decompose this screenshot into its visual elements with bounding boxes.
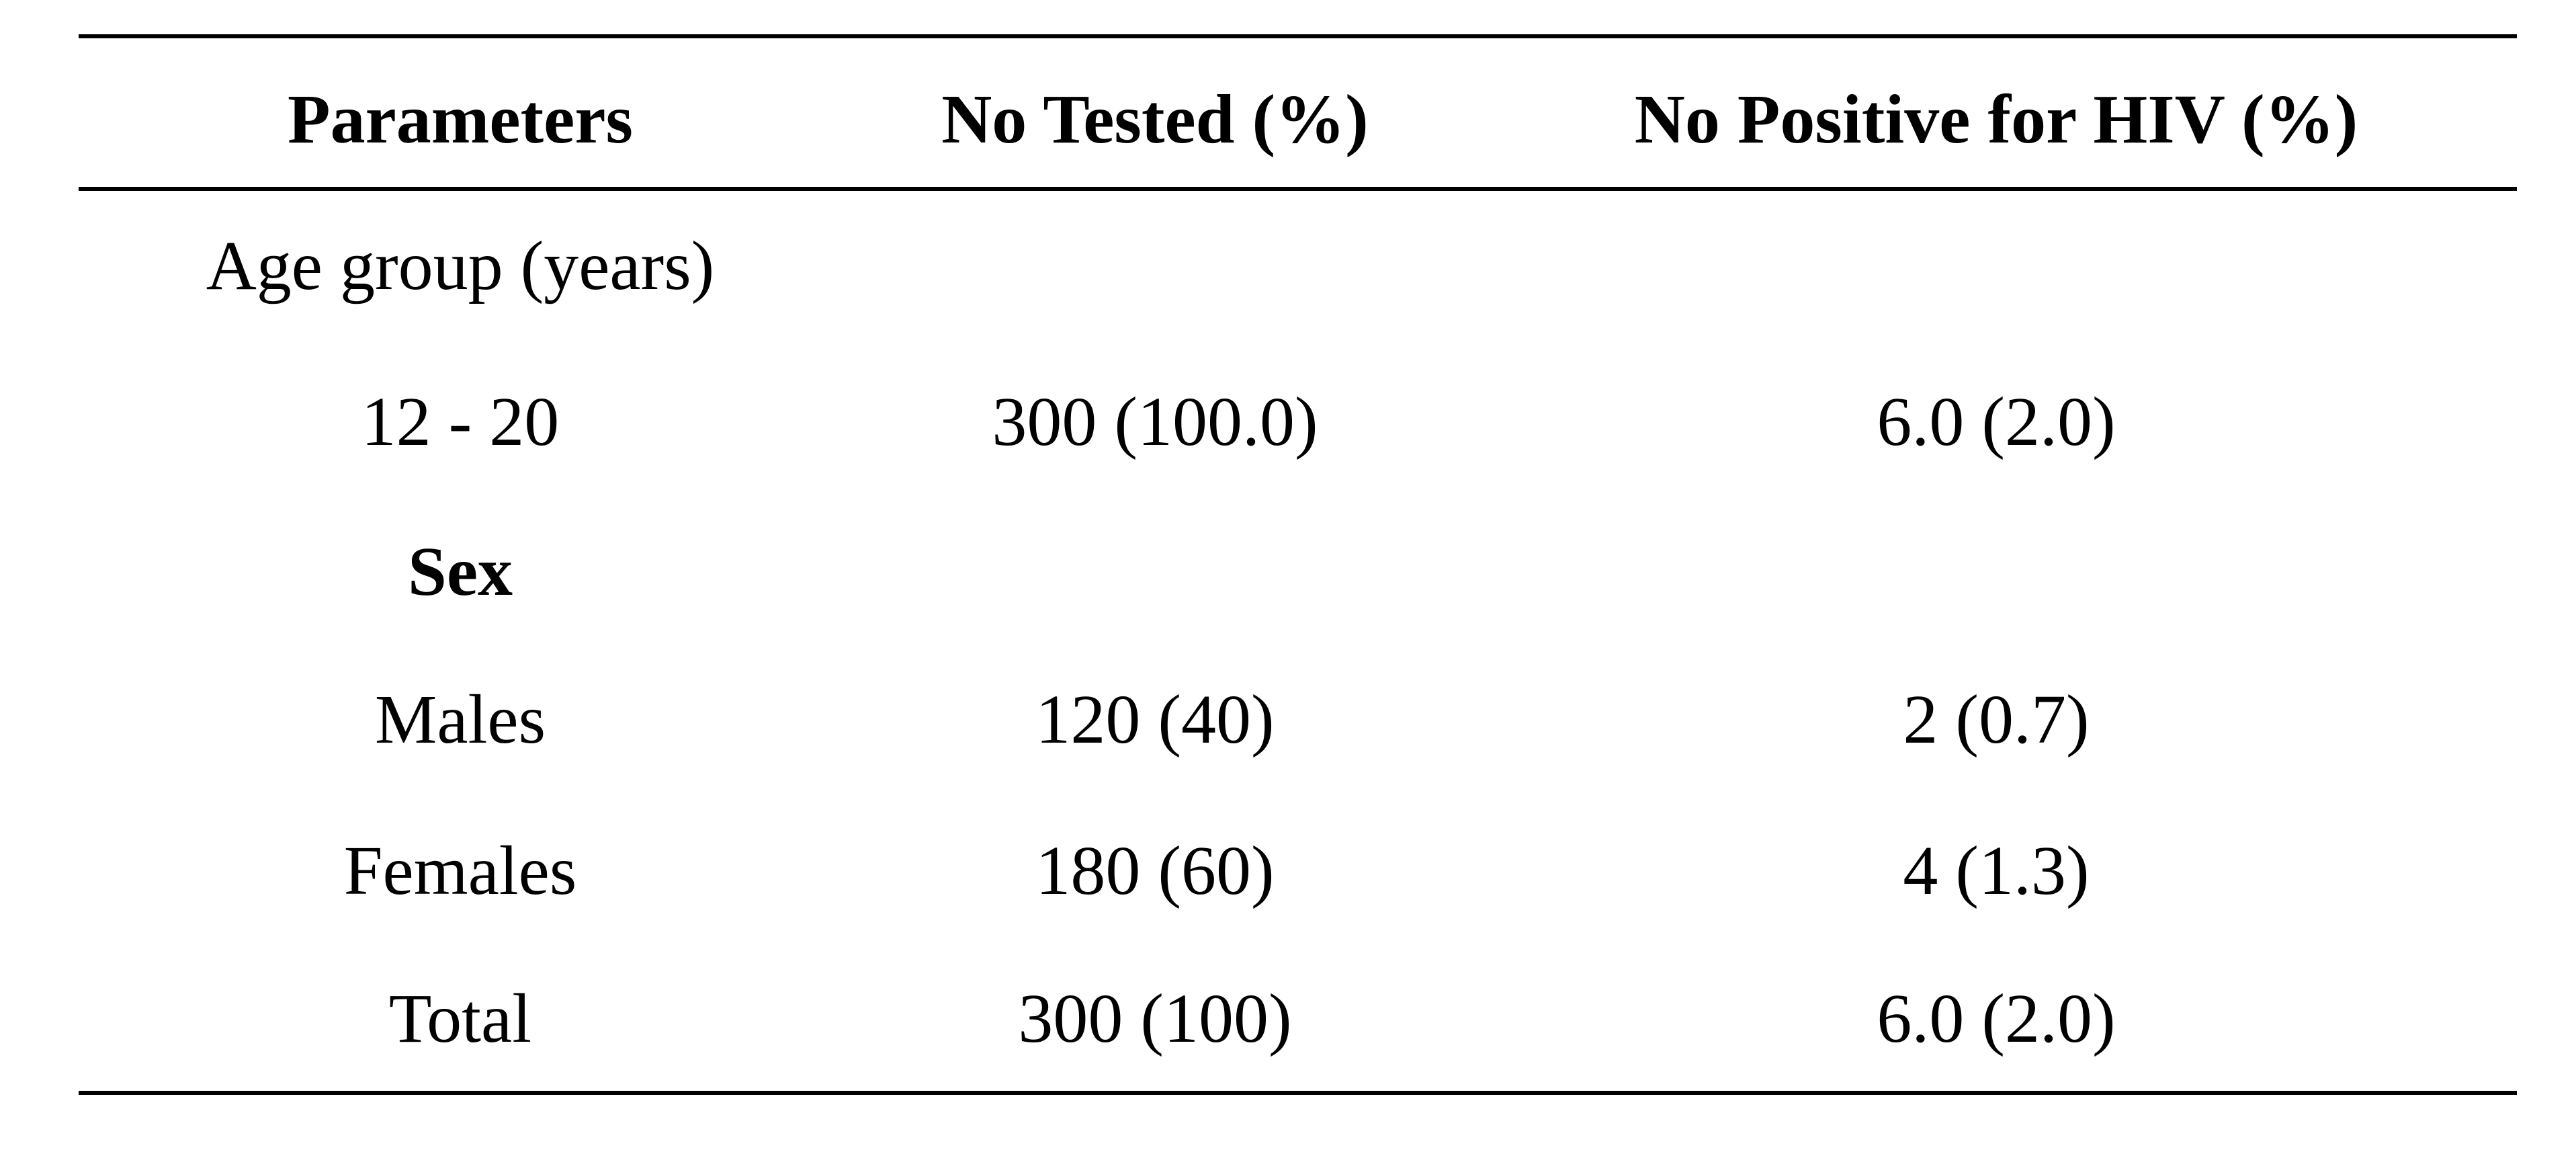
- table-cell: 300 (100.0): [992, 383, 1318, 460]
- header-cell: No Tested (%): [941, 81, 1369, 158]
- table-cell: 300 (100): [1018, 980, 1292, 1057]
- table-cell: 120 (40): [1035, 681, 1275, 758]
- table-cell: 6.0 (2.0): [1877, 383, 2116, 460]
- table-cell: Females: [343, 832, 577, 909]
- header-cell: Parameters: [288, 81, 633, 158]
- bottom-rule: [79, 1091, 2517, 1095]
- table-cell: 12 - 20: [361, 383, 560, 460]
- header-cell: No Positive for HIV (%): [1634, 81, 2358, 158]
- table-cell: Males: [374, 681, 546, 758]
- group-label: Age group (years): [206, 227, 715, 304]
- table-cell: 4 (1.3): [1903, 832, 2090, 909]
- table-cell: 180 (60): [1035, 832, 1275, 909]
- table-cell: 2 (0.7): [1903, 681, 2090, 758]
- top-rule: [79, 34, 2517, 38]
- table-cell: 6.0 (2.0): [1877, 980, 2116, 1057]
- table-cell: Total: [388, 980, 532, 1057]
- header-rule: [79, 187, 2517, 191]
- group-label: Sex: [408, 533, 513, 610]
